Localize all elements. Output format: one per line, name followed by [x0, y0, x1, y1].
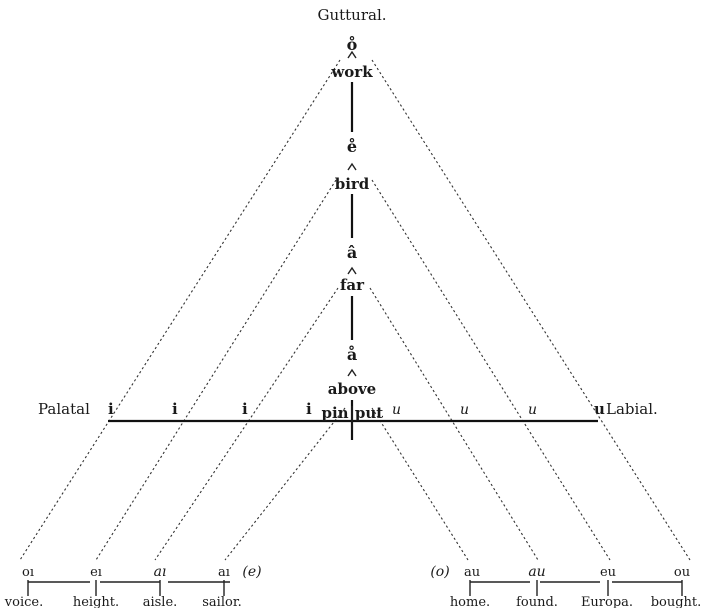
paren-o: (o)	[430, 564, 449, 580]
diphthong-found: au	[528, 564, 545, 580]
dotted-line-apex-right	[371, 59, 691, 561]
example-europa: Europa.	[581, 595, 633, 608]
dotted-line-apex-left	[19, 59, 341, 561]
arrow-tip-1	[347, 50, 357, 59]
dotted-line-center-right	[371, 407, 469, 561]
diphthong-home: au	[464, 565, 480, 580]
palatal-mark-3: i	[242, 400, 248, 418]
example-height: height.	[73, 595, 119, 608]
dotted-line-far-right	[369, 287, 539, 561]
vowel-symbol-3: â	[347, 243, 357, 262]
arrow-tip-4	[347, 368, 357, 377]
diphthong-voice: oı	[22, 565, 34, 580]
vowel-symbol-1: o̊	[347, 34, 358, 54]
diphthong-sailor: aı	[218, 565, 230, 580]
bottom-base-lines	[27, 580, 683, 596]
labial-label: Labial.	[606, 400, 658, 418]
vowel-word-work: work	[330, 63, 373, 81]
vowel-word-above: above	[328, 380, 376, 398]
labial-mark-4: u	[594, 400, 605, 418]
labial-mark-3: u	[528, 402, 537, 418]
diphthong-height: eı	[90, 565, 102, 580]
palatal-label: Palatal	[38, 400, 90, 418]
dotted-line-bird-right	[371, 179, 611, 561]
center-word-pin: pin	[321, 404, 348, 422]
example-home: home.	[450, 595, 490, 608]
vowel-symbol-4: å	[347, 344, 357, 364]
dotted-guide-lines	[19, 59, 691, 561]
example-aisle: aisle.	[143, 595, 178, 608]
palatal-mark-1: i	[108, 400, 114, 418]
palatal-mark-2: i	[172, 400, 178, 418]
palatal-mark-4: i	[306, 400, 312, 418]
labial-mark-2: u	[460, 402, 469, 418]
labial-mark-1: u	[392, 402, 401, 418]
vowel-word-bird: bird	[335, 175, 370, 193]
diphthong-aisle: aı	[154, 564, 167, 580]
example-voice: voice.	[4, 595, 43, 608]
example-found: found.	[516, 595, 558, 608]
diagram-title: Guttural.	[317, 6, 386, 24]
dotted-line-center-left	[224, 407, 346, 561]
diphthong-europa: eu	[600, 565, 616, 580]
center-word-put: put	[355, 404, 383, 422]
arrow-tip-2	[347, 162, 357, 171]
dotted-line-far-left	[154, 287, 339, 561]
diphthong-bought: ou	[674, 565, 690, 580]
example-bought: bought.	[651, 595, 702, 608]
arrow-tip-3	[347, 266, 357, 275]
vowel-word-far: far	[340, 276, 365, 294]
vowel-symbol-2: e̊	[347, 136, 357, 156]
paren-e: (e)	[242, 564, 261, 580]
dotted-line-bird-left	[95, 179, 337, 561]
example-sailor: sailor.	[202, 595, 241, 608]
